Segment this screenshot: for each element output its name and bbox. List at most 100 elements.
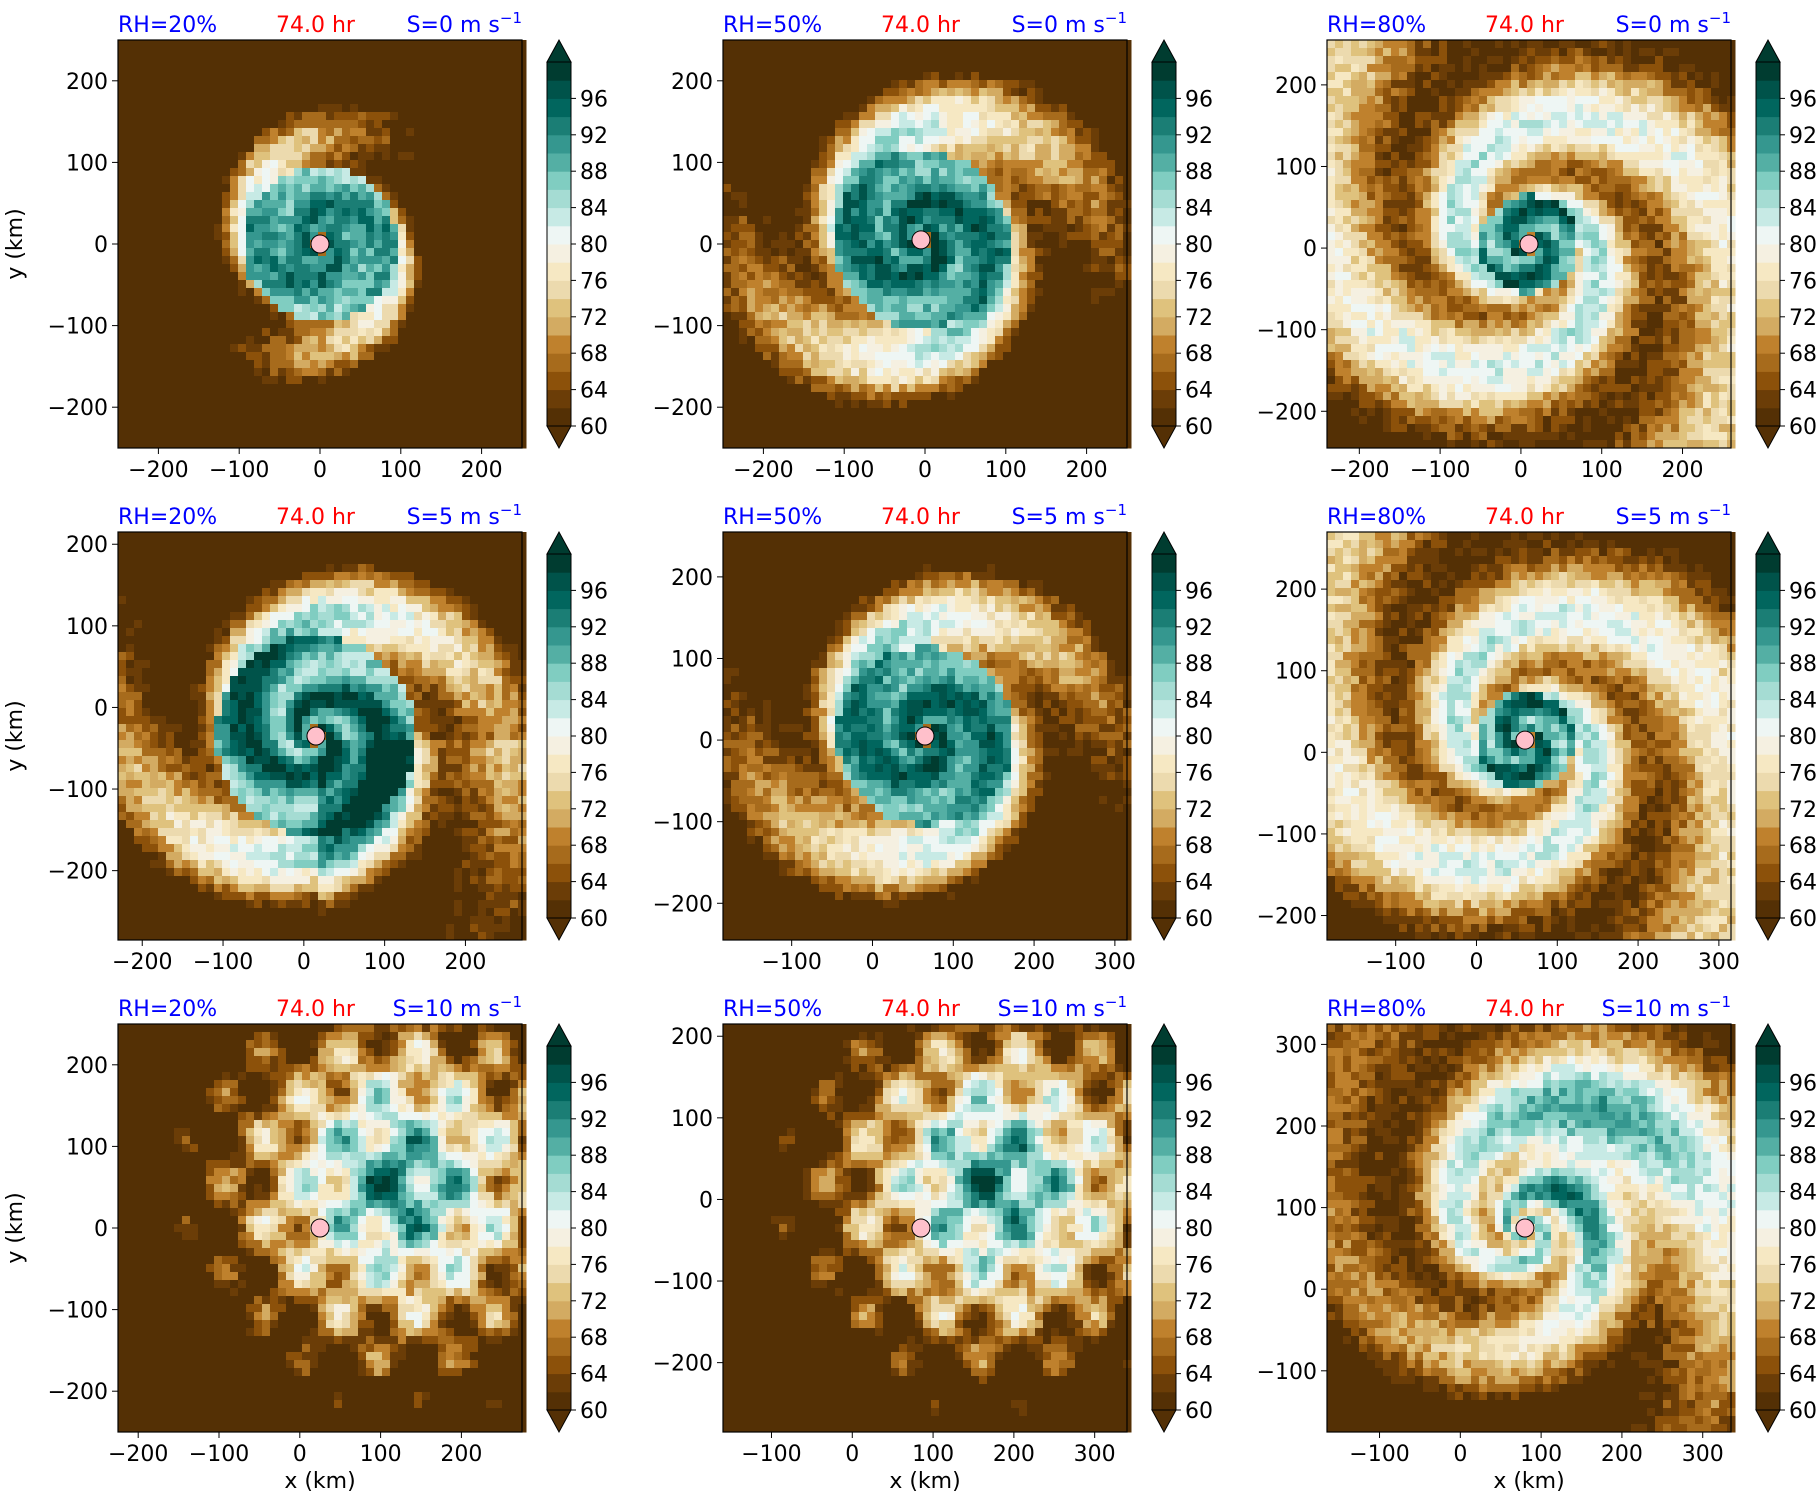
colorbar-tick-label: 96 xyxy=(1185,579,1213,604)
colorbar-segment xyxy=(1152,1118,1176,1138)
colorbar-segment xyxy=(547,1100,571,1120)
colorbar-segment xyxy=(1152,371,1176,391)
colorbar-extend-max xyxy=(1151,1022,1177,1047)
colorbar-segment xyxy=(1756,1191,1780,1211)
x-tick-label: 0 xyxy=(1469,950,1483,975)
colorbar-tick-label: 96 xyxy=(1185,87,1213,112)
y-tick-label: 0 xyxy=(1303,741,1317,766)
colorbar-segment xyxy=(1152,1191,1176,1211)
panel-1: −200 −100 0 100 200 200 100 0 −100 −200 y (km) RH=2… xyxy=(3,9,608,483)
panel-7: −200 −100 0 100 200 200 100 0 −100 −200 y (km) x (k… xyxy=(3,993,608,1494)
rh-label: RH=80% xyxy=(1327,997,1426,1022)
colorbar-segment xyxy=(1756,1082,1780,1102)
storm-center-marker xyxy=(911,230,931,250)
colorbar-tick-label: 60 xyxy=(1185,415,1213,440)
colorbar-tick-label: 84 xyxy=(1185,197,1213,222)
colorbar-tick-label: 92 xyxy=(580,1108,608,1133)
y-tick-label: 0 xyxy=(1303,1278,1317,1303)
y-tick-label: 100 xyxy=(671,647,713,672)
colorbar-segment xyxy=(547,1228,571,1247)
colorbar-segment xyxy=(547,808,571,828)
colorbar-segment xyxy=(1756,153,1780,172)
colorbar-segment xyxy=(1756,134,1780,154)
colorbar-segment xyxy=(1152,171,1176,190)
storm-center-marker xyxy=(1515,1218,1535,1238)
colorbar-segment xyxy=(1152,353,1176,372)
storm-center-marker xyxy=(310,1218,330,1238)
colorbar-segment xyxy=(1756,1064,1780,1083)
colorbar-segment xyxy=(1756,116,1780,136)
plot-frame xyxy=(722,531,1128,941)
colorbar-tick-label: 96 xyxy=(1185,1071,1213,1096)
humidity-field xyxy=(723,40,1132,449)
colorbar-segment xyxy=(1756,353,1780,372)
colorbar-segment xyxy=(547,244,571,263)
colorbar-tick-label: 80 xyxy=(1185,725,1213,750)
colorbar-tick-label: 80 xyxy=(1789,1217,1817,1242)
x-tick-label: 0 xyxy=(865,950,879,975)
colorbar-segment xyxy=(1152,1137,1176,1156)
colorbar-segment xyxy=(1756,699,1780,719)
colorbar-segment xyxy=(1756,663,1780,682)
colorbar-segment xyxy=(1152,1100,1176,1120)
colorbar-tick-label: 76 xyxy=(1789,761,1817,786)
colorbar-segment xyxy=(1756,225,1780,245)
colorbar-extend-max xyxy=(546,530,572,555)
colorbar-segment xyxy=(1152,280,1176,300)
y-axis-label: y (km) xyxy=(3,208,28,279)
colorbar: 60 64 68 72 76 80 84 88 92 96 xyxy=(546,530,608,942)
humidity-field xyxy=(1327,532,1736,941)
storm-center-marker xyxy=(1519,234,1539,254)
colorbar-tick-label: 60 xyxy=(1185,907,1213,932)
colorbar-segment xyxy=(547,790,571,810)
x-tick-label: 300 xyxy=(1682,1442,1724,1467)
rh-label: RH=50% xyxy=(723,997,822,1022)
colorbar-tick-label: 64 xyxy=(1185,379,1213,404)
y-tick-label: 200 xyxy=(66,1054,108,1079)
colorbar-segment xyxy=(1756,207,1780,227)
colorbar-segment xyxy=(547,225,571,245)
colorbar-tick-label: 72 xyxy=(1185,306,1213,331)
colorbar-segment xyxy=(1152,699,1176,719)
colorbar-segment xyxy=(1152,389,1176,409)
colorbar-segment xyxy=(1756,1173,1780,1193)
colorbar-segment xyxy=(1152,134,1176,154)
panel-8: −100 0 100 200 300 200 100 0 −100 −200 x (km) RH=50… xyxy=(653,993,1213,1494)
colorbar-segment xyxy=(1756,608,1780,628)
colorbar-segment xyxy=(547,298,571,318)
colorbar-tick-label: 60 xyxy=(1789,907,1817,932)
rh-label: RH=20% xyxy=(118,505,217,530)
x-tick-label: −100 xyxy=(1349,1442,1409,1467)
colorbar-tick-label: 80 xyxy=(580,233,608,258)
panel-9: −100 0 100 200 300 300 200 100 0 −100 x (km) RH=80%… xyxy=(1257,993,1817,1494)
colorbar-extend-max xyxy=(1755,530,1781,555)
colorbar: 60 64 68 72 76 80 84 88 92 96 xyxy=(1755,530,1817,942)
colorbar-segment xyxy=(547,899,571,919)
colorbar-segment xyxy=(1756,244,1780,263)
y-tick-label: 200 xyxy=(66,533,108,558)
x-tick-label: −100 xyxy=(761,950,821,975)
colorbar-segment xyxy=(547,754,571,773)
colorbar-segment xyxy=(1756,626,1780,646)
colorbar-segment xyxy=(1152,80,1176,99)
storm-center-marker xyxy=(915,726,935,746)
time-label: 74.0 hr xyxy=(1485,997,1565,1022)
colorbar-tick-label: 80 xyxy=(580,1217,608,1242)
colorbar-tick-label: 84 xyxy=(1789,689,1817,714)
colorbar-segment xyxy=(1152,1282,1176,1302)
colorbar-segment xyxy=(1756,407,1780,427)
colorbar-segment xyxy=(547,736,571,755)
colorbar-segment xyxy=(1756,736,1780,755)
y-tick-label: 100 xyxy=(671,1107,713,1132)
storm-center-marker xyxy=(310,234,330,254)
colorbar-extend-min xyxy=(546,1409,572,1434)
colorbar-segment xyxy=(1152,845,1176,864)
x-tick-label: 300 xyxy=(1094,950,1136,975)
x-tick-label: 0 xyxy=(293,1442,307,1467)
y-tick-label: −200 xyxy=(48,1380,108,1405)
x-tick-label: 100 xyxy=(912,1442,954,1467)
colorbar-segment xyxy=(1152,207,1176,227)
colorbar-segment xyxy=(547,407,571,427)
x-tick-label: −200 xyxy=(112,950,172,975)
